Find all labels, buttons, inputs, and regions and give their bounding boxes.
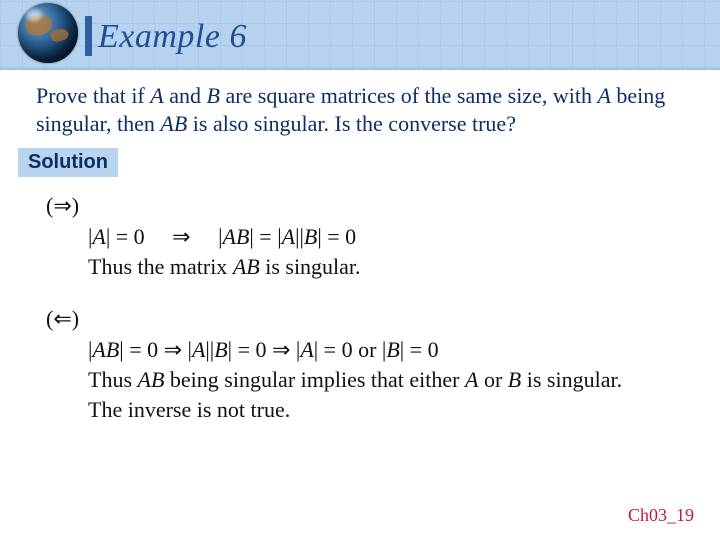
backward-marker: (⇐) — [46, 304, 680, 334]
t: is singular. — [521, 367, 622, 392]
t: | = 0 — [317, 224, 356, 249]
var-A: A — [150, 83, 163, 108]
var-A: A — [465, 367, 478, 392]
var-B: B — [508, 367, 521, 392]
var-A: A — [92, 224, 105, 249]
t: Thus the matrix — [88, 254, 233, 279]
solution-body: (⇒) |A| = 0 ⇒ |AB| = |A||B| = 0 Thus the… — [0, 177, 720, 426]
var-B: B — [214, 337, 227, 362]
slide-title: Example 6 — [98, 18, 247, 56]
var-A: A — [300, 337, 313, 362]
t: being singular implies that either — [164, 367, 465, 392]
text: Prove that if — [36, 83, 150, 108]
var-AB: AB — [160, 111, 187, 136]
var-A: A — [192, 337, 205, 362]
var-A: A — [597, 83, 610, 108]
t: || — [205, 337, 214, 362]
text: are square matrices of the same size, wi… — [220, 83, 598, 108]
t: || — [295, 224, 304, 249]
footer-page-ref: Ch03_19 — [628, 505, 694, 526]
forward-marker: (⇒) — [46, 191, 680, 221]
var-AB: AB — [92, 337, 119, 362]
t: | = 0 — [106, 224, 145, 249]
solution-label: Solution — [18, 148, 118, 177]
t: or — [478, 367, 507, 392]
var-AB: AB — [138, 367, 165, 392]
var-B: B — [386, 337, 399, 362]
implies: ⇒ — [172, 224, 190, 249]
backward-line-1: |AB| = 0 ⇒ |A||B| = 0 ⇒ |A| = 0 or |B| =… — [46, 335, 680, 365]
var-B: B — [206, 83, 219, 108]
t: | = | — [249, 224, 281, 249]
t: | = 0 ⇒ | — [228, 337, 301, 362]
forward-line-1: |A| = 0 ⇒ |AB| = |A||B| = 0 — [46, 222, 680, 252]
var-A: A — [282, 224, 295, 249]
backward-final: The inverse is not true. — [46, 395, 680, 425]
t: | = 0 ⇒ | — [119, 337, 192, 362]
t: | = 0 — [400, 337, 439, 362]
t: is singular. — [260, 254, 361, 279]
title-accent-bar — [85, 16, 92, 56]
t: | = 0 or | — [314, 337, 387, 362]
text: and — [164, 83, 207, 108]
var-AB: AB — [223, 224, 250, 249]
header-band: Example 6 — [0, 0, 720, 70]
text: is also singular. Is the converse true? — [187, 111, 516, 136]
t: Thus — [88, 367, 138, 392]
forward-conclusion: Thus the matrix AB is singular. — [46, 252, 680, 282]
backward-conclusion: Thus AB being singular implies that eith… — [88, 365, 680, 395]
var-B: B — [304, 224, 317, 249]
globe-icon — [18, 3, 78, 63]
var-AB: AB — [233, 254, 260, 279]
problem-statement: Prove that if A and B are square matrice… — [0, 70, 720, 138]
